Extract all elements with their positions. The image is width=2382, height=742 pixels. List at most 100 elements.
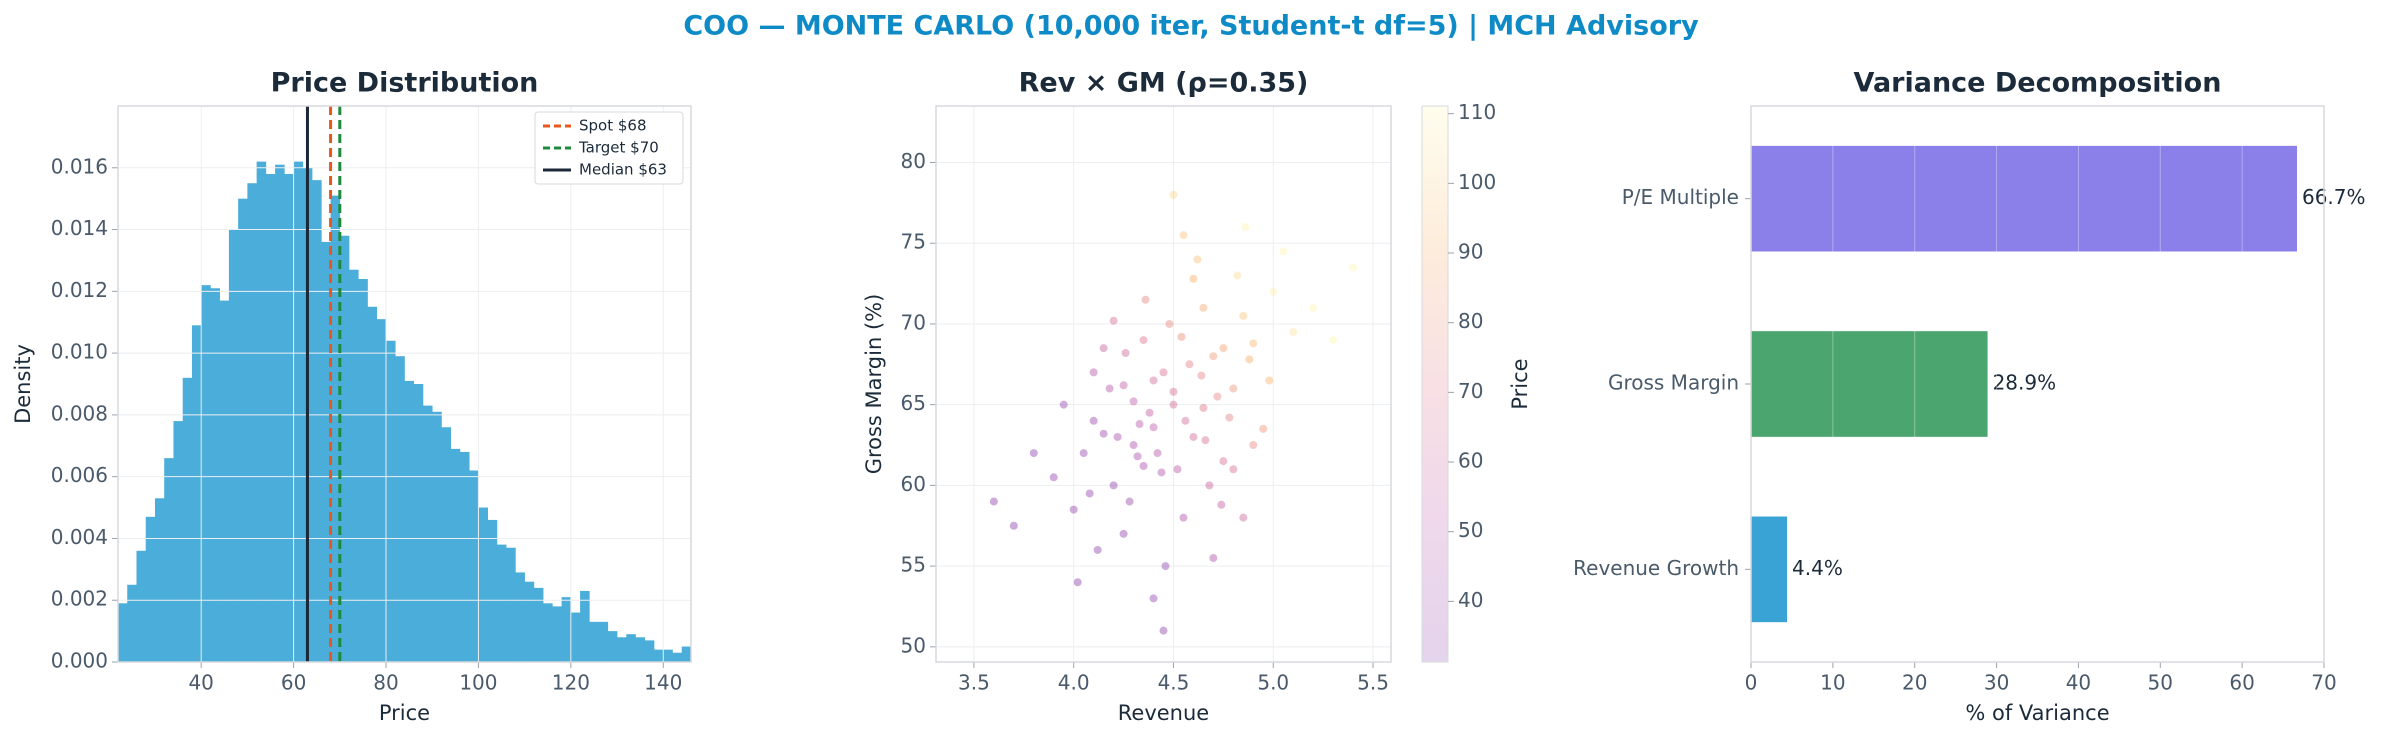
scatter-point [1189,274,1198,283]
x-tick-label: 3.5 [958,671,990,695]
scatter-point [1329,336,1338,345]
colorbar-tick-label: 60 [1458,449,1483,473]
x-tick-label: 30 [1984,671,2009,695]
scatter-point [1289,328,1298,337]
hist-bar [265,173,276,662]
scatter-point [1219,457,1228,466]
scatter-point [1149,423,1158,432]
scatter-point [1165,319,1174,328]
y-tick-label: 70 [901,310,926,334]
scatter-point [1193,255,1202,264]
scatter-point [1181,416,1190,425]
legend-label: Spot $68 [579,117,647,135]
scatter-point [1185,360,1194,369]
value-label: 66.7% [2302,185,2366,209]
y-tick-label: 65 [901,391,926,415]
scatter-point [1229,384,1238,393]
hist-bar [136,550,147,662]
hist-bar [478,507,488,662]
axes-frame [1750,105,2325,663]
x-tick-label: 20 [1902,671,1927,695]
scatter-point [1229,465,1238,474]
hist-bar [154,498,165,662]
scatter-point [1109,316,1118,325]
scatter-point [1213,392,1222,401]
hist-bar [432,411,442,662]
x-tick-label: 120 [552,671,590,695]
y-tick-label: 0.004 [51,525,108,549]
scatter-point [1219,344,1228,353]
hist-bar [598,621,609,662]
hist-bar [404,380,415,662]
legend-box [534,111,684,185]
scatter-point [1205,481,1214,490]
scatter-point [1119,529,1128,538]
scatter-point [1105,384,1114,393]
hist-bar [515,572,525,662]
scatter-point [1089,416,1098,425]
hist-bar [626,634,636,662]
colorbar-tick-label: 100 [1458,170,1496,194]
y-tick-label: 50 [901,633,926,657]
x-tick-label: 70 [2311,671,2336,695]
y-tick-label: 0.010 [51,340,108,364]
hist-bar [219,300,230,662]
scatter-point [1233,271,1242,280]
hist-bar [635,637,646,662]
hist-bar [552,606,562,662]
hist-bar [201,285,211,662]
hist-bar [191,325,202,662]
scatter-point [1049,473,1058,482]
hist-bar [395,356,405,662]
y-tick-label: 0.012 [51,278,108,302]
y-tick-label: 0.014 [51,216,108,240]
bar [1751,145,2297,252]
hist-bar [247,183,257,662]
scatter-point [1259,424,1268,433]
hist-bar [386,340,396,662]
scatter-point [1133,452,1142,461]
hist-bar [145,516,156,662]
scatter-point [1173,465,1182,474]
x-tick-label: 4.5 [1158,671,1190,695]
hist-bar [496,544,507,662]
y-tick-label: 0.016 [51,154,108,178]
hist-bar [330,195,341,662]
hist-bar [275,164,285,662]
hist-bar [228,229,239,662]
legend-label: Target $70 [578,139,659,157]
hist-bar [376,319,387,662]
hist-bar [533,587,544,662]
scatter-point [1269,287,1278,296]
scatter-point [1189,432,1198,441]
scatter-point [1239,513,1248,522]
scatter-point [1129,397,1138,406]
hist-bar [561,597,572,662]
y-tick-label: Revenue Growth [1573,556,1739,580]
y-tick-label: 75 [901,230,926,254]
scatter-point [1119,381,1128,390]
panel-title: Rev × GM (ρ=0.35) [1019,68,1309,99]
x-tick-label: 5.5 [1357,671,1389,695]
hist-bar [127,584,137,662]
hist-bar [413,384,424,662]
scatter-point [1089,368,1098,377]
x-tick-label: 40 [188,671,213,695]
colorbar-tick-label: 90 [1458,240,1483,264]
y-tick-label: 80 [901,149,926,173]
scatter-point [1177,332,1186,341]
hist-bar [654,649,664,662]
x-tick-label: 0 [1745,671,1758,695]
hist-bar [349,269,359,662]
x-tick-label: 60 [281,671,306,695]
hist-bar [580,590,590,662]
y-tick-label: Gross Margin [1608,371,1739,395]
hist-bar [617,637,627,662]
hist-bar [543,603,553,662]
hist-bar [238,198,248,662]
scatter-point [1099,429,1108,438]
figure-title: COO — MONTE CARLO (10,000 iter, Student-… [683,11,1699,42]
hist-bar [607,631,618,662]
scatter-point [1349,263,1358,272]
scatter-point [1099,344,1108,353]
